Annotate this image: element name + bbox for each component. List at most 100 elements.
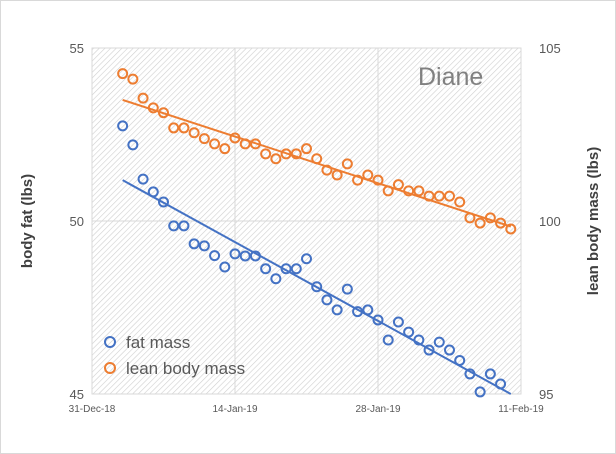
data-point-lean-body-mass [301, 143, 312, 155]
chart-title: Diane [418, 63, 483, 91]
data-point-fat-mass [188, 238, 200, 250]
data-point-fat-mass [392, 316, 404, 328]
y-axis-left-label: body fat (lbs) [19, 174, 36, 268]
data-point-lean-body-mass [341, 158, 353, 170]
y-tick-label-right: 95 [539, 387, 553, 402]
legend: fat mass lean body mass [104, 333, 245, 378]
data-point-lean-body-mass [249, 138, 261, 150]
data-point-lean-body-mass [168, 122, 180, 134]
data-point-fat-mass [444, 344, 455, 356]
data-point-fat-mass [209, 250, 221, 262]
data-point-lean-body-mass [270, 153, 282, 165]
data-point-lean-body-mass [464, 212, 476, 224]
y-tick-label-right: 105 [539, 41, 561, 56]
data-point-lean-body-mass [147, 102, 159, 114]
data-point-lean-body-mass [137, 92, 149, 104]
data-point-lean-body-mass [352, 174, 364, 186]
data-point-fat-mass [127, 139, 139, 151]
gridlines [91, 48, 522, 394]
data-point-fat-mass [484, 368, 496, 380]
trendline-fat-mass [122, 179, 512, 395]
data-point-fat-mass [239, 250, 251, 262]
data-point-lean-body-mass [280, 148, 292, 160]
data-point-fat-mass [280, 263, 292, 275]
data-point-fat-mass [198, 240, 210, 252]
x-axis-ticks: 31-Dec-18 14-Jan-19 28-Jan-19 11-Feb-19 [69, 404, 544, 415]
y-tick-label-left: 45 [70, 387, 84, 402]
data-point-fat-mass [331, 304, 343, 316]
x-tick-label: 11-Feb-19 [498, 404, 544, 415]
data-point-fat-mass [229, 248, 241, 260]
data-point-lean-body-mass [229, 132, 241, 144]
data-point-fat-mass [301, 253, 312, 265]
y-axis-left-ticks: 45 50 55 [70, 41, 84, 402]
data-point-lean-body-mass [178, 122, 190, 134]
data-point-lean-body-mass [392, 179, 404, 191]
legend-label-fat-mass: fat mass [126, 333, 190, 352]
data-point-lean-body-mass [117, 68, 129, 80]
y-axis-right-ticks: 95 100 105 [539, 41, 561, 402]
y-axis-right-label: lean body mass (lbs) [585, 147, 602, 295]
data-point-lean-body-mass [454, 196, 466, 208]
legend-label-lean-body-mass: lean body mass [126, 359, 245, 378]
data-point-lean-body-mass [127, 73, 139, 85]
data-point-fat-mass [454, 354, 466, 366]
data-point-fat-mass [311, 281, 323, 293]
data-point-fat-mass [219, 261, 231, 273]
data-point-lean-body-mass [505, 223, 517, 235]
data-point-fat-mass [495, 378, 507, 390]
y-tick-label-left: 55 [70, 41, 84, 56]
data-points [117, 68, 517, 398]
data-point-lean-body-mass [198, 133, 210, 145]
y-tick-label-left: 50 [70, 214, 84, 229]
x-tick-label: 14-Jan-19 [212, 404, 257, 415]
data-point-fat-mass [341, 283, 353, 295]
data-point-fat-mass [290, 263, 302, 275]
data-point-fat-mass [382, 334, 394, 346]
data-point-lean-body-mass [423, 190, 435, 202]
data-point-lean-body-mass [331, 169, 343, 181]
data-point-fat-mass [413, 334, 425, 346]
data-point-lean-body-mass [209, 138, 221, 150]
data-point-lean-body-mass [239, 138, 251, 150]
legend-marker-lean-body-mass [104, 362, 116, 374]
data-point-lean-body-mass [403, 185, 415, 197]
data-point-fat-mass [260, 263, 272, 275]
data-point-lean-body-mass [484, 212, 496, 224]
data-point-lean-body-mass [311, 153, 323, 165]
x-tick-label: 31-Dec-18 [69, 404, 116, 415]
data-point-lean-body-mass [362, 169, 374, 181]
data-point-fat-mass [321, 294, 333, 306]
data-point-fat-mass [464, 368, 476, 380]
data-point-lean-body-mass [321, 164, 333, 176]
data-point-fat-mass [117, 120, 129, 132]
x-tick-label: 28-Jan-19 [355, 404, 400, 415]
data-point-lean-body-mass [444, 190, 455, 202]
data-point-fat-mass [433, 336, 445, 348]
legend-marker-fat-mass [104, 336, 116, 348]
data-point-fat-mass [423, 344, 435, 356]
data-point-fat-mass [178, 220, 190, 232]
data-point-fat-mass [137, 173, 149, 185]
data-point-lean-body-mass [413, 185, 425, 197]
data-point-lean-body-mass [372, 174, 384, 186]
data-point-lean-body-mass [219, 143, 231, 155]
data-point-lean-body-mass [382, 185, 394, 197]
data-point-fat-mass [249, 250, 261, 262]
data-point-fat-mass [352, 306, 364, 318]
data-point-lean-body-mass [495, 217, 507, 229]
data-point-lean-body-mass [260, 148, 272, 160]
data-point-lean-body-mass [158, 107, 169, 119]
data-point-lean-body-mass [474, 217, 486, 229]
data-point-fat-mass [270, 273, 282, 285]
data-point-fat-mass [168, 220, 180, 232]
data-point-lean-body-mass [433, 190, 445, 202]
data-point-fat-mass [362, 304, 374, 316]
data-point-fat-mass [372, 314, 384, 326]
data-point-fat-mass [158, 196, 169, 208]
data-point-fat-mass [474, 386, 486, 398]
data-point-lean-body-mass [290, 148, 302, 160]
data-point-fat-mass [147, 186, 159, 198]
y-tick-label-right: 100 [539, 214, 561, 229]
